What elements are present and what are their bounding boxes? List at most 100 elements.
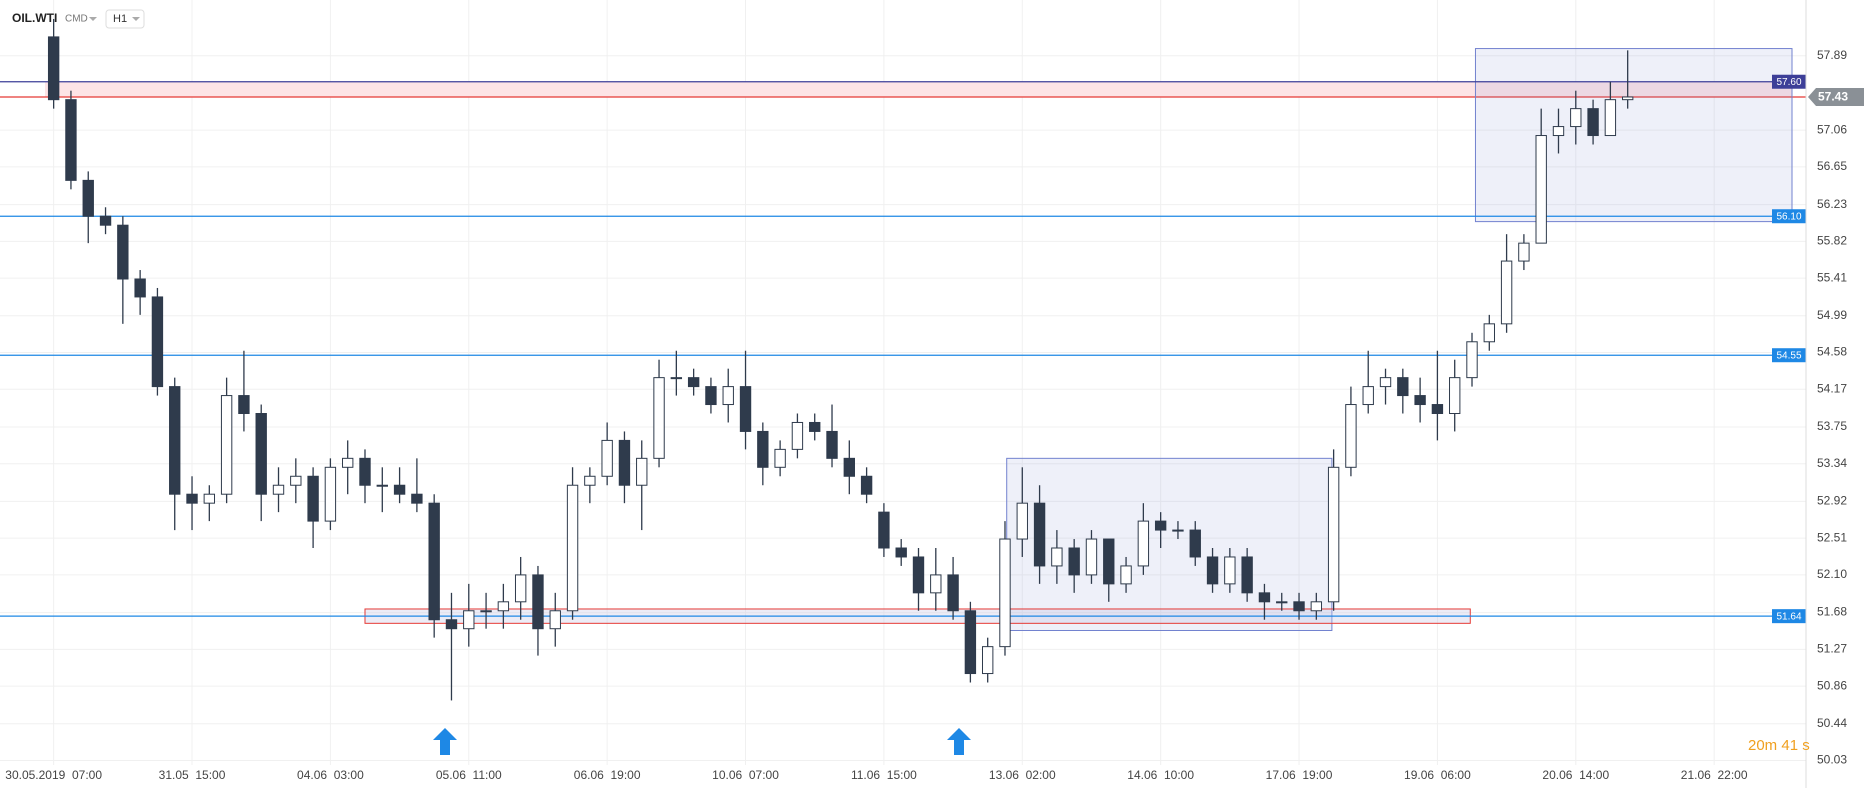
candle-body <box>255 413 267 495</box>
candle-body <box>514 574 527 603</box>
zones <box>0 48 1806 631</box>
y-tick-label: 52.10 <box>1817 567 1847 581</box>
candle-body <box>739 386 752 432</box>
candle-body <box>860 475 873 495</box>
candle-body <box>549 610 561 630</box>
candle-body <box>705 386 717 406</box>
candle-body <box>843 457 856 477</box>
candle-body <box>774 448 786 468</box>
candle-body <box>1483 323 1495 343</box>
market[interactable]: CMD <box>65 14 88 25</box>
x-tick-label: 11.06 15:00 <box>851 768 917 782</box>
x-tick-label: 19.06 06:00 <box>1404 768 1471 782</box>
candle-body <box>1604 99 1617 137</box>
candle-body <box>895 547 907 558</box>
candle-body <box>809 421 821 432</box>
candle-body <box>272 484 285 495</box>
candle-body <box>342 457 354 468</box>
candle-body <box>1120 565 1132 585</box>
candle-body <box>1535 135 1547 244</box>
dropdown-caret <box>132 17 140 21</box>
y-tick-label: 51.27 <box>1817 642 1847 656</box>
y-tick-label: 57.89 <box>1817 48 1847 62</box>
candle-body <box>238 395 250 415</box>
zone <box>45 81 1792 97</box>
candle-body <box>964 610 977 675</box>
candle-body <box>1189 529 1201 558</box>
interval-box[interactable] <box>105 9 145 29</box>
level-label-box <box>1772 74 1806 89</box>
level-label: 54.55 <box>1776 350 1801 361</box>
candle-body <box>1033 502 1046 567</box>
y-tick-label: 52.92 <box>1817 494 1847 508</box>
y-tick-label: 50.86 <box>1817 678 1847 692</box>
y-tick-label: 51.68 <box>1817 605 1847 619</box>
candle-body <box>1310 601 1323 612</box>
candle-body <box>584 475 596 486</box>
candle-body <box>1345 404 1357 468</box>
candle-body <box>532 574 544 630</box>
candle-body <box>1362 386 1374 406</box>
axes: 57.89 57.06 56.65 56.23 55.82 55.41 54.99 54.58… <box>5 0 1864 788</box>
candle-body <box>203 493 216 504</box>
y-tick-label: 55.41 <box>1817 270 1847 284</box>
zone <box>1474 48 1793 223</box>
candle-body <box>618 439 631 486</box>
candle-body <box>445 619 458 630</box>
candle-body <box>497 601 510 612</box>
candle-body <box>722 386 734 406</box>
candle-body <box>82 179 94 217</box>
level-label-box <box>1772 609 1806 624</box>
signal-arrow <box>433 728 457 755</box>
candle-body <box>930 574 942 594</box>
candle-body <box>134 278 146 298</box>
candle-body <box>1016 502 1028 540</box>
y-tick-label: 53.75 <box>1817 419 1847 433</box>
y-tick-label: 50.03 <box>1817 753 1847 767</box>
candle-body <box>1587 108 1599 137</box>
level-label: 57.60 <box>1776 77 1801 88</box>
x-tick-label: 06.06 19:00 <box>574 768 641 782</box>
candle-body <box>757 430 769 468</box>
candle-body <box>1051 547 1063 567</box>
candle-body <box>480 610 492 613</box>
x-tick-label: 17.06 19:00 <box>1266 768 1333 782</box>
y-tick-label: 55.82 <box>1817 234 1847 248</box>
signal-arrow <box>947 728 971 755</box>
candle-body <box>220 395 233 495</box>
candle-body <box>1206 556 1219 585</box>
candle-body <box>1241 556 1253 594</box>
candle-body <box>687 377 700 388</box>
candle-body <box>1103 538 1115 585</box>
candle-body <box>999 538 1011 648</box>
candle-body <box>791 421 804 450</box>
levels: 57.60 56.10 54.55 51.64 <box>0 74 1806 624</box>
candle-body <box>169 386 181 495</box>
candle-body <box>947 574 959 612</box>
y-tick-label: 50.44 <box>1817 716 1847 730</box>
candle-body <box>653 377 665 459</box>
y-tick-label: 54.58 <box>1817 345 1847 359</box>
y-tick-label: 56.65 <box>1817 159 1847 173</box>
candle-body <box>411 493 423 504</box>
y-tick-label: 54.17 <box>1817 381 1847 395</box>
candle-body <box>359 457 371 486</box>
candle-body <box>428 502 440 621</box>
candle-body <box>1431 404 1444 415</box>
candle-body <box>1137 520 1150 567</box>
x-tick-label: 21.06 22:00 <box>1681 768 1748 782</box>
candle-body <box>912 556 925 594</box>
y-tick-label: 54.99 <box>1817 308 1847 322</box>
candle-body <box>981 646 994 675</box>
candle-body <box>601 439 613 477</box>
dropdown-caret <box>89 17 97 21</box>
candle-body <box>290 475 302 486</box>
y-tick-label: 53.34 <box>1817 456 1847 470</box>
zone <box>1006 457 1333 631</box>
candle-body <box>670 377 683 380</box>
candle-body <box>1552 126 1565 137</box>
candle-body <box>1327 466 1340 603</box>
x-tick-label: 20.06 14:00 <box>1542 768 1609 782</box>
candle-body <box>1570 108 1582 128</box>
candle-body <box>1085 538 1098 576</box>
